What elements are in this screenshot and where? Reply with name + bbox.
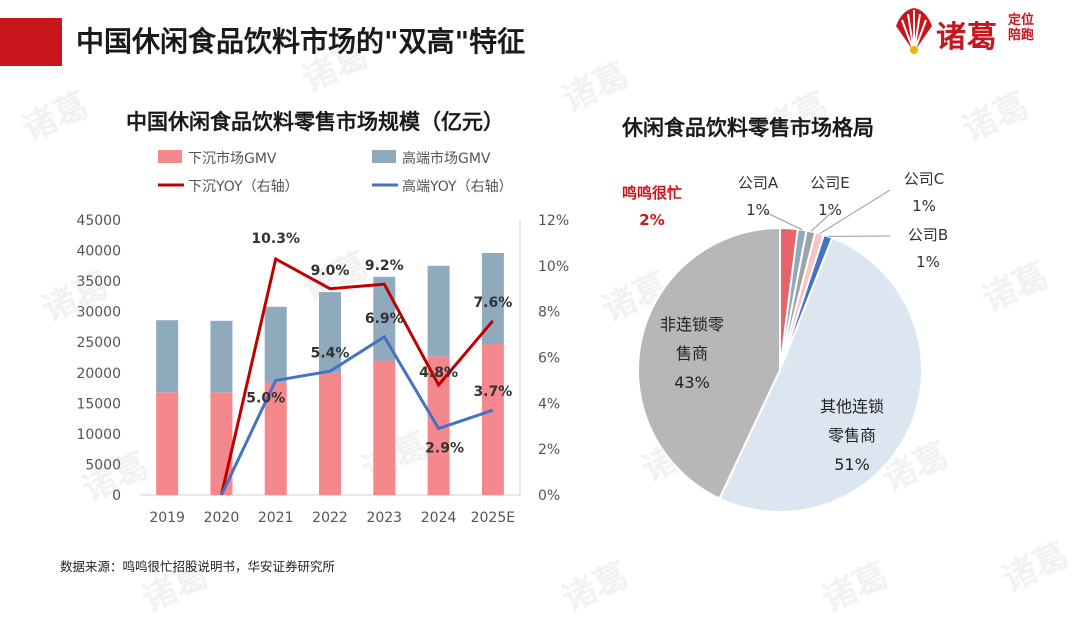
pie-label: 零售商 [828, 426, 876, 445]
y-tick-label: 40000 [76, 244, 121, 260]
pie-pct: 1% [912, 197, 936, 215]
pie-pct: 43% [674, 373, 710, 392]
data-label: 7.6% [473, 295, 512, 311]
y2-tick-label: 8% [538, 305, 560, 321]
pie-label: 鸣鸣很忙 [622, 184, 682, 202]
bar-chart-title: 中国休闲食品饮料零售市场规模（亿元） [126, 106, 504, 136]
pie-label: 公司A [738, 174, 779, 192]
bar-high-end-2021 [265, 307, 287, 383]
legend-label: 下沉YOY（右轴） [188, 179, 299, 195]
x-tick-label: 2021 [258, 510, 294, 526]
pie-label: 售商 [676, 344, 708, 363]
x-tick-label: 2020 [204, 510, 240, 526]
pie-label: 其他连锁 [820, 397, 884, 416]
pie-label: 非连锁零 [660, 315, 724, 334]
header-accent-bar [0, 18, 62, 66]
fan-icon [892, 6, 936, 56]
legend-swatch [158, 150, 182, 163]
y-tick-label: 45000 [76, 213, 121, 229]
data-label: 9.2% [365, 258, 404, 274]
legend-label: 高端YOY（右轴） [402, 178, 513, 195]
pie-label: 公司B [908, 226, 948, 244]
bar-high-end-2020 [210, 321, 232, 393]
y-tick-label: 35000 [76, 274, 121, 290]
x-tick-label: 2025E [471, 510, 515, 526]
pie-pct: 51% [834, 455, 870, 474]
x-tick-label: 2024 [421, 510, 457, 526]
pie-chart-title: 休闲食品饮料零售市场格局 [622, 112, 874, 142]
bar-lower-tier-2019 [156, 392, 178, 495]
data-label: 2.9% [425, 441, 464, 457]
legend-label: 高端市场GMV [402, 150, 491, 167]
x-tick-label: 2019 [149, 510, 185, 526]
data-source-note: 数据来源：鸣鸣很忙招股说明书，华安证券研究所 [60, 556, 335, 575]
logo-subtext: 定位 陪跑 [1008, 13, 1048, 43]
y2-tick-label: 6% [538, 351, 560, 367]
y2-tick-label: 0% [538, 488, 560, 504]
data-label: 4.8% [419, 365, 458, 381]
page-title: 中国休闲食品饮料市场的"双高"特征 [76, 20, 525, 60]
x-tick-label: 2023 [366, 510, 402, 526]
bar-lower-tier-2022 [319, 373, 341, 495]
watermark: 诸葛 [993, 528, 1075, 601]
y-tick-label: 30000 [76, 305, 121, 321]
bar-high-end-2019 [156, 320, 178, 392]
bar-high-end-2024 [428, 266, 450, 356]
x-tick-label: 2022 [312, 510, 348, 526]
brand-logo: 诸葛 定位 陪跑 [892, 6, 1072, 58]
pie-label: 公司C [904, 170, 944, 188]
y-tick-label: 15000 [76, 396, 121, 412]
logo-text: 诸葛 [936, 12, 998, 56]
data-label: 6.9% [365, 311, 404, 327]
data-label: 5.0% [246, 390, 285, 406]
watermark: 诸葛 [553, 48, 635, 121]
legend-label: 下沉市场GMV [188, 150, 277, 167]
data-label: 3.7% [473, 384, 512, 400]
pie-pct: 1% [916, 253, 940, 271]
bar-lower-tier-2023 [373, 361, 395, 495]
data-label: 10.3% [251, 231, 300, 247]
line-high-end-yoy [221, 337, 492, 495]
watermark: 诸葛 [553, 548, 635, 621]
bar-lower-tier-2025E [482, 344, 504, 495]
watermark: 诸葛 [953, 78, 1035, 151]
watermark: 诸葛 [813, 548, 895, 621]
pie-label: 公司E [810, 174, 849, 192]
pie-pct: 1% [746, 201, 770, 219]
y-tick-label: 0 [112, 488, 121, 504]
data-label: 5.4% [311, 345, 350, 361]
y-tick-label: 10000 [76, 427, 121, 443]
y2-tick-label: 10% [538, 259, 569, 275]
y2-tick-label: 4% [538, 396, 560, 412]
y-tick-label: 5000 [85, 457, 121, 473]
pie-pct: 2% [639, 211, 664, 229]
data-label: 9.0% [311, 263, 350, 279]
pie-pct: 1% [818, 201, 842, 219]
y-tick-label: 25000 [76, 335, 121, 351]
y2-tick-label: 12% [538, 213, 569, 229]
y2-tick-label: 2% [538, 442, 560, 458]
legend-swatch [372, 150, 396, 163]
market-size-chart: 0 5000 10000 15000 20000 25000 30000 35000 40000… [0, 140, 580, 540]
y-tick-label: 20000 [76, 366, 121, 382]
